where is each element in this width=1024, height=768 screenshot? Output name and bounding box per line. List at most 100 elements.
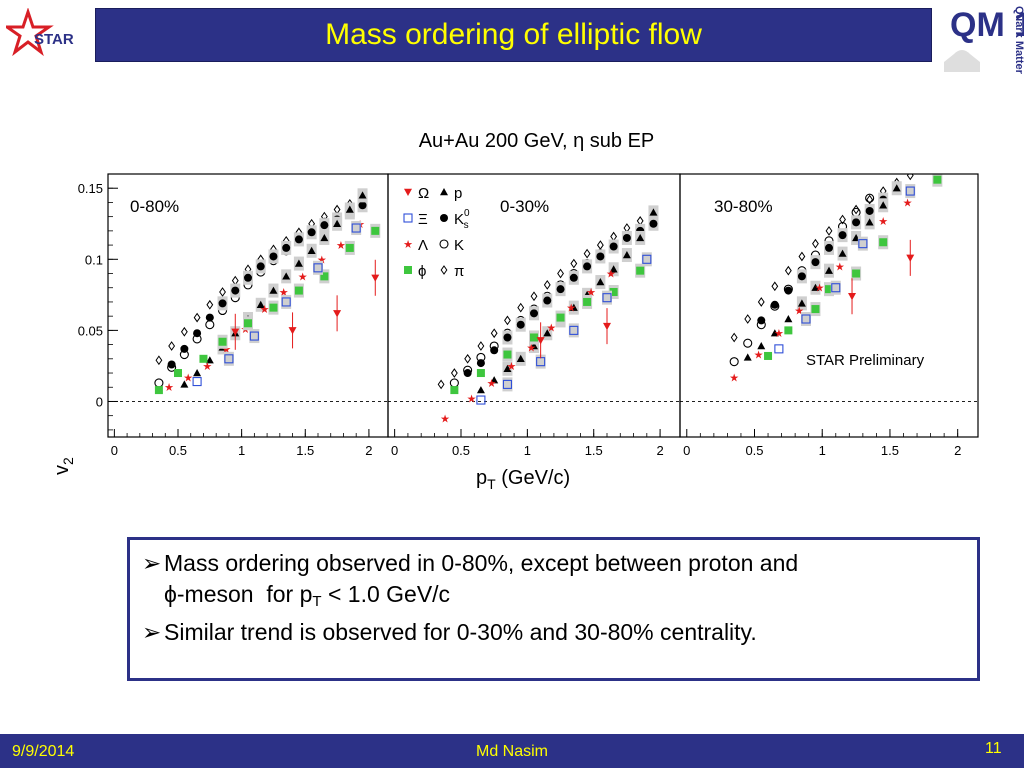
summary-box: ➢ Mass ordering observed in 0-80%, excep… — [127, 537, 980, 681]
chart-title: Au+Au 200 GeV, η sub EP — [418, 130, 655, 152]
panel-0-30%: ★ ★ ★ ★ ★ ★ ★ ★ ★ — [388, 205, 680, 426]
data-point — [449, 378, 459, 388]
data-point — [609, 265, 618, 273]
sys-error-box — [502, 377, 513, 392]
data-point — [490, 328, 498, 339]
data-point — [154, 386, 163, 395]
data-point — [825, 285, 833, 294]
data-point — [440, 214, 448, 222]
data-point: ★ — [729, 372, 739, 384]
data-point — [729, 357, 739, 367]
sys-error-box — [800, 312, 811, 327]
x-tick-label: 1.5 — [585, 443, 603, 458]
series-Ξ — [774, 184, 916, 354]
data-point — [852, 218, 861, 227]
legend-entry: π — [440, 263, 464, 280]
data-point — [623, 223, 631, 233]
data-point — [371, 274, 380, 282]
data-point — [256, 262, 265, 271]
data-point — [838, 249, 847, 257]
series-K0s — [757, 192, 889, 325]
legend-label: p — [454, 185, 462, 202]
bullet-1-continued: ϕ-meson for pT < 1.0 GeV/c — [142, 579, 963, 617]
quark-matter-text: Quark Matter — [1013, 6, 1024, 75]
sys-error-box — [535, 354, 546, 369]
series-Ω — [848, 239, 915, 315]
x-tick-label: 1 — [524, 443, 531, 458]
data-point — [569, 325, 579, 335]
x-tick-label: 1.5 — [881, 443, 899, 458]
x-tick-label: 2 — [954, 443, 961, 458]
data-point — [345, 243, 354, 252]
footer-bar: 9/9/2014 Md Nasim 11 — [0, 734, 1024, 768]
v2-chart: v2 pT (GeV/c) ★ ★ ★ ★ ★ ★ ★ ★ ★ ★ ★ 0 0.5 1 1.5 2 0-80% ★… — [51, 173, 979, 492]
y-tick-label: 0 — [96, 394, 103, 409]
series-p — [180, 188, 368, 388]
series-Λ: ★ ★ ★ ★ ★ ★ ★ ★ ★ — [440, 269, 616, 426]
data-point — [503, 350, 512, 359]
sys-error-box — [249, 329, 260, 344]
x-axis-label: pT (GeV/c) — [476, 467, 570, 492]
data-point — [516, 354, 525, 363]
panel-label: 0-30% — [500, 197, 549, 216]
data-point — [583, 297, 592, 306]
series-p — [743, 181, 902, 361]
series-Ω — [536, 308, 611, 359]
data-point — [168, 341, 176, 351]
data-point — [224, 354, 234, 364]
data-point — [530, 342, 538, 350]
sys-error-box — [830, 280, 841, 295]
sys-error-box — [313, 260, 323, 275]
data-point: ★ — [526, 342, 536, 354]
data-point — [193, 329, 202, 338]
data-point — [569, 273, 578, 282]
data-point — [154, 378, 164, 388]
data-point — [192, 377, 202, 387]
data-point — [603, 322, 611, 331]
data-point — [649, 219, 658, 228]
sys-error-box — [223, 351, 234, 366]
data-point — [490, 376, 499, 384]
data-point: ★ — [903, 197, 913, 209]
data-point — [583, 248, 591, 259]
data-point — [610, 231, 618, 242]
data-point — [174, 369, 182, 378]
data-point — [865, 193, 875, 203]
data-point — [450, 386, 459, 395]
data-point — [764, 351, 773, 360]
data-point — [774, 344, 784, 354]
qm12-logo-text: QM 12 — [950, 6, 1024, 44]
data-point — [865, 218, 874, 226]
data-point — [404, 188, 412, 196]
data-point — [199, 354, 208, 363]
data-point — [596, 240, 604, 250]
legend-entry: ϕ — [404, 263, 426, 280]
data-point — [557, 268, 564, 279]
data-point: ★ — [279, 287, 289, 299]
data-point — [206, 299, 214, 310]
x-tick-label: 0.5 — [745, 443, 763, 458]
data-point — [231, 286, 240, 295]
data-point: ★ — [835, 261, 845, 273]
data-point: ★ — [403, 239, 413, 251]
data-point — [180, 380, 189, 388]
data-point: ★ — [260, 304, 270, 316]
data-point: ★ — [754, 350, 764, 362]
bullet-2: ➢ Similar trend is observed for 0-30% an… — [142, 617, 963, 648]
data-point — [530, 309, 538, 318]
data-point: ★ — [774, 328, 784, 340]
data-point — [743, 338, 753, 348]
data-point — [231, 275, 239, 286]
data-point: ★ — [506, 361, 516, 373]
data-point — [866, 194, 874, 205]
data-point — [180, 326, 188, 337]
legend-label: Λ — [418, 237, 428, 254]
data-point — [543, 329, 552, 337]
y-tick-label: 0.1 — [85, 252, 103, 267]
data-point — [476, 359, 485, 368]
data-point — [865, 206, 874, 215]
data-point — [288, 327, 297, 335]
data-point — [249, 331, 259, 341]
data-point — [784, 286, 793, 295]
series-K0s — [463, 216, 659, 378]
